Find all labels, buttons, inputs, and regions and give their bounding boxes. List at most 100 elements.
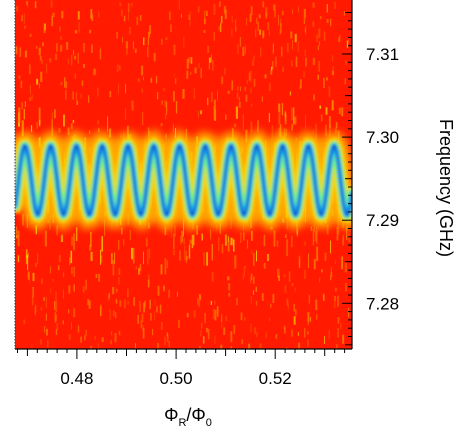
noise-speck bbox=[292, 40, 293, 50]
noise-speck bbox=[237, 86, 239, 91]
noise-speck bbox=[305, 24, 307, 36]
noise-speck bbox=[39, 55, 42, 61]
x-title-slash: / bbox=[186, 405, 191, 425]
x-tick-label: 0.48 bbox=[60, 369, 93, 388]
noise-speck bbox=[121, 227, 123, 235]
noise-speck bbox=[115, 288, 118, 293]
noise-speck bbox=[112, 260, 115, 276]
noise-speck bbox=[291, 329, 293, 337]
noise-speck bbox=[60, 45, 63, 52]
noise-speck bbox=[200, 68, 202, 79]
noise-speck bbox=[324, 336, 325, 344]
noise-speck bbox=[271, 125, 274, 141]
noise-speck bbox=[189, 239, 192, 244]
noise-speck bbox=[307, 312, 310, 322]
noise-speck bbox=[284, 110, 286, 121]
noise-speck bbox=[236, 298, 238, 306]
noise-speck bbox=[276, 240, 279, 247]
noise-speck bbox=[211, 92, 213, 103]
noise-speck bbox=[21, 102, 23, 110]
noise-speck bbox=[89, 29, 92, 34]
noise-speck bbox=[257, 21, 259, 31]
noise-speck bbox=[131, 247, 134, 260]
noise-speck bbox=[111, 331, 113, 336]
noise-speck bbox=[36, 252, 39, 264]
noise-speck bbox=[342, 235, 345, 246]
noise-speck bbox=[114, 333, 117, 343]
noise-speck bbox=[156, 306, 158, 313]
noise-speck bbox=[244, 45, 246, 54]
noise-speck bbox=[211, 243, 213, 261]
noise-speck bbox=[146, 237, 148, 247]
noise-speck bbox=[168, 289, 170, 299]
noise-speck bbox=[125, 41, 128, 49]
noise-speck bbox=[231, 80, 234, 91]
noise-speck bbox=[224, 9, 227, 20]
x-title-phi-0: Φ bbox=[191, 405, 205, 425]
noise-speck bbox=[122, 36, 123, 43]
noise-speck bbox=[154, 300, 156, 305]
noise-speck bbox=[294, 33, 297, 43]
noise-speck bbox=[220, 23, 222, 32]
noise-speck bbox=[212, 60, 214, 71]
noise-speck bbox=[77, 52, 79, 64]
noise-speck bbox=[24, 25, 26, 29]
x-title-sub-0: 0 bbox=[206, 417, 212, 429]
noise-speck bbox=[91, 14, 94, 21]
noise-speck bbox=[72, 91, 74, 100]
noise-speck bbox=[262, 1, 265, 8]
noise-speck bbox=[207, 329, 210, 340]
noise-speck bbox=[250, 87, 252, 94]
noise-speck bbox=[27, 1, 29, 8]
noise-speck bbox=[55, 329, 58, 335]
noise-speck bbox=[182, 89, 185, 99]
noise-speck bbox=[147, 37, 149, 46]
noise-speck bbox=[40, 307, 43, 311]
noise-speck bbox=[285, 128, 287, 136]
noise-speck bbox=[164, 258, 167, 275]
x-axis-bottom: 0.48 0.50 0.52 bbox=[14, 0, 352, 388]
noise-speck bbox=[36, 78, 39, 85]
noise-speck bbox=[52, 278, 54, 283]
noise-speck bbox=[94, 68, 97, 75]
noise-speck bbox=[241, 339, 244, 344]
noise-speck bbox=[299, 84, 301, 90]
noise-speck bbox=[337, 327, 339, 338]
y-tick-label: 7.28 bbox=[366, 294, 399, 313]
noise-speck bbox=[316, 34, 318, 43]
noise-speck bbox=[210, 54, 212, 63]
noise-speck bbox=[278, 268, 280, 278]
noise-speck bbox=[115, 299, 118, 304]
noise-speck bbox=[290, 31, 293, 39]
noise-speck bbox=[51, 112, 53, 129]
noise-speck bbox=[313, 94, 315, 101]
noise-speck bbox=[335, 260, 336, 264]
noise-speck bbox=[21, 120, 24, 137]
noise-speck bbox=[337, 218, 340, 235]
noise-speck bbox=[273, 4, 276, 11]
noise-speck bbox=[31, 125, 33, 132]
noise-speck bbox=[56, 323, 59, 330]
noise-speck bbox=[139, 15, 142, 21]
noise-speck bbox=[304, 269, 306, 279]
y-tick-label: 7.31 bbox=[366, 45, 399, 64]
noise-speck bbox=[70, 250, 73, 264]
noise-speck bbox=[284, 327, 286, 334]
noise-speck bbox=[242, 46, 245, 56]
noise-speck bbox=[221, 244, 224, 254]
noise-speck bbox=[253, 253, 255, 266]
noise-speck bbox=[251, 273, 253, 281]
noise-speck bbox=[68, 285, 71, 294]
noise-speck bbox=[291, 60, 293, 67]
noise-speck bbox=[305, 114, 306, 129]
noise-speck bbox=[27, 273, 29, 278]
noise-speck bbox=[47, 340, 49, 348]
noise-speck bbox=[17, 255, 20, 263]
noise-speck bbox=[319, 277, 321, 283]
noise-speck bbox=[118, 331, 121, 336]
noise-speck bbox=[118, 268, 121, 275]
noise-speck bbox=[334, 296, 336, 301]
noise-speck bbox=[118, 83, 119, 95]
noise-speck bbox=[166, 332, 168, 336]
noise-speck bbox=[237, 44, 239, 55]
